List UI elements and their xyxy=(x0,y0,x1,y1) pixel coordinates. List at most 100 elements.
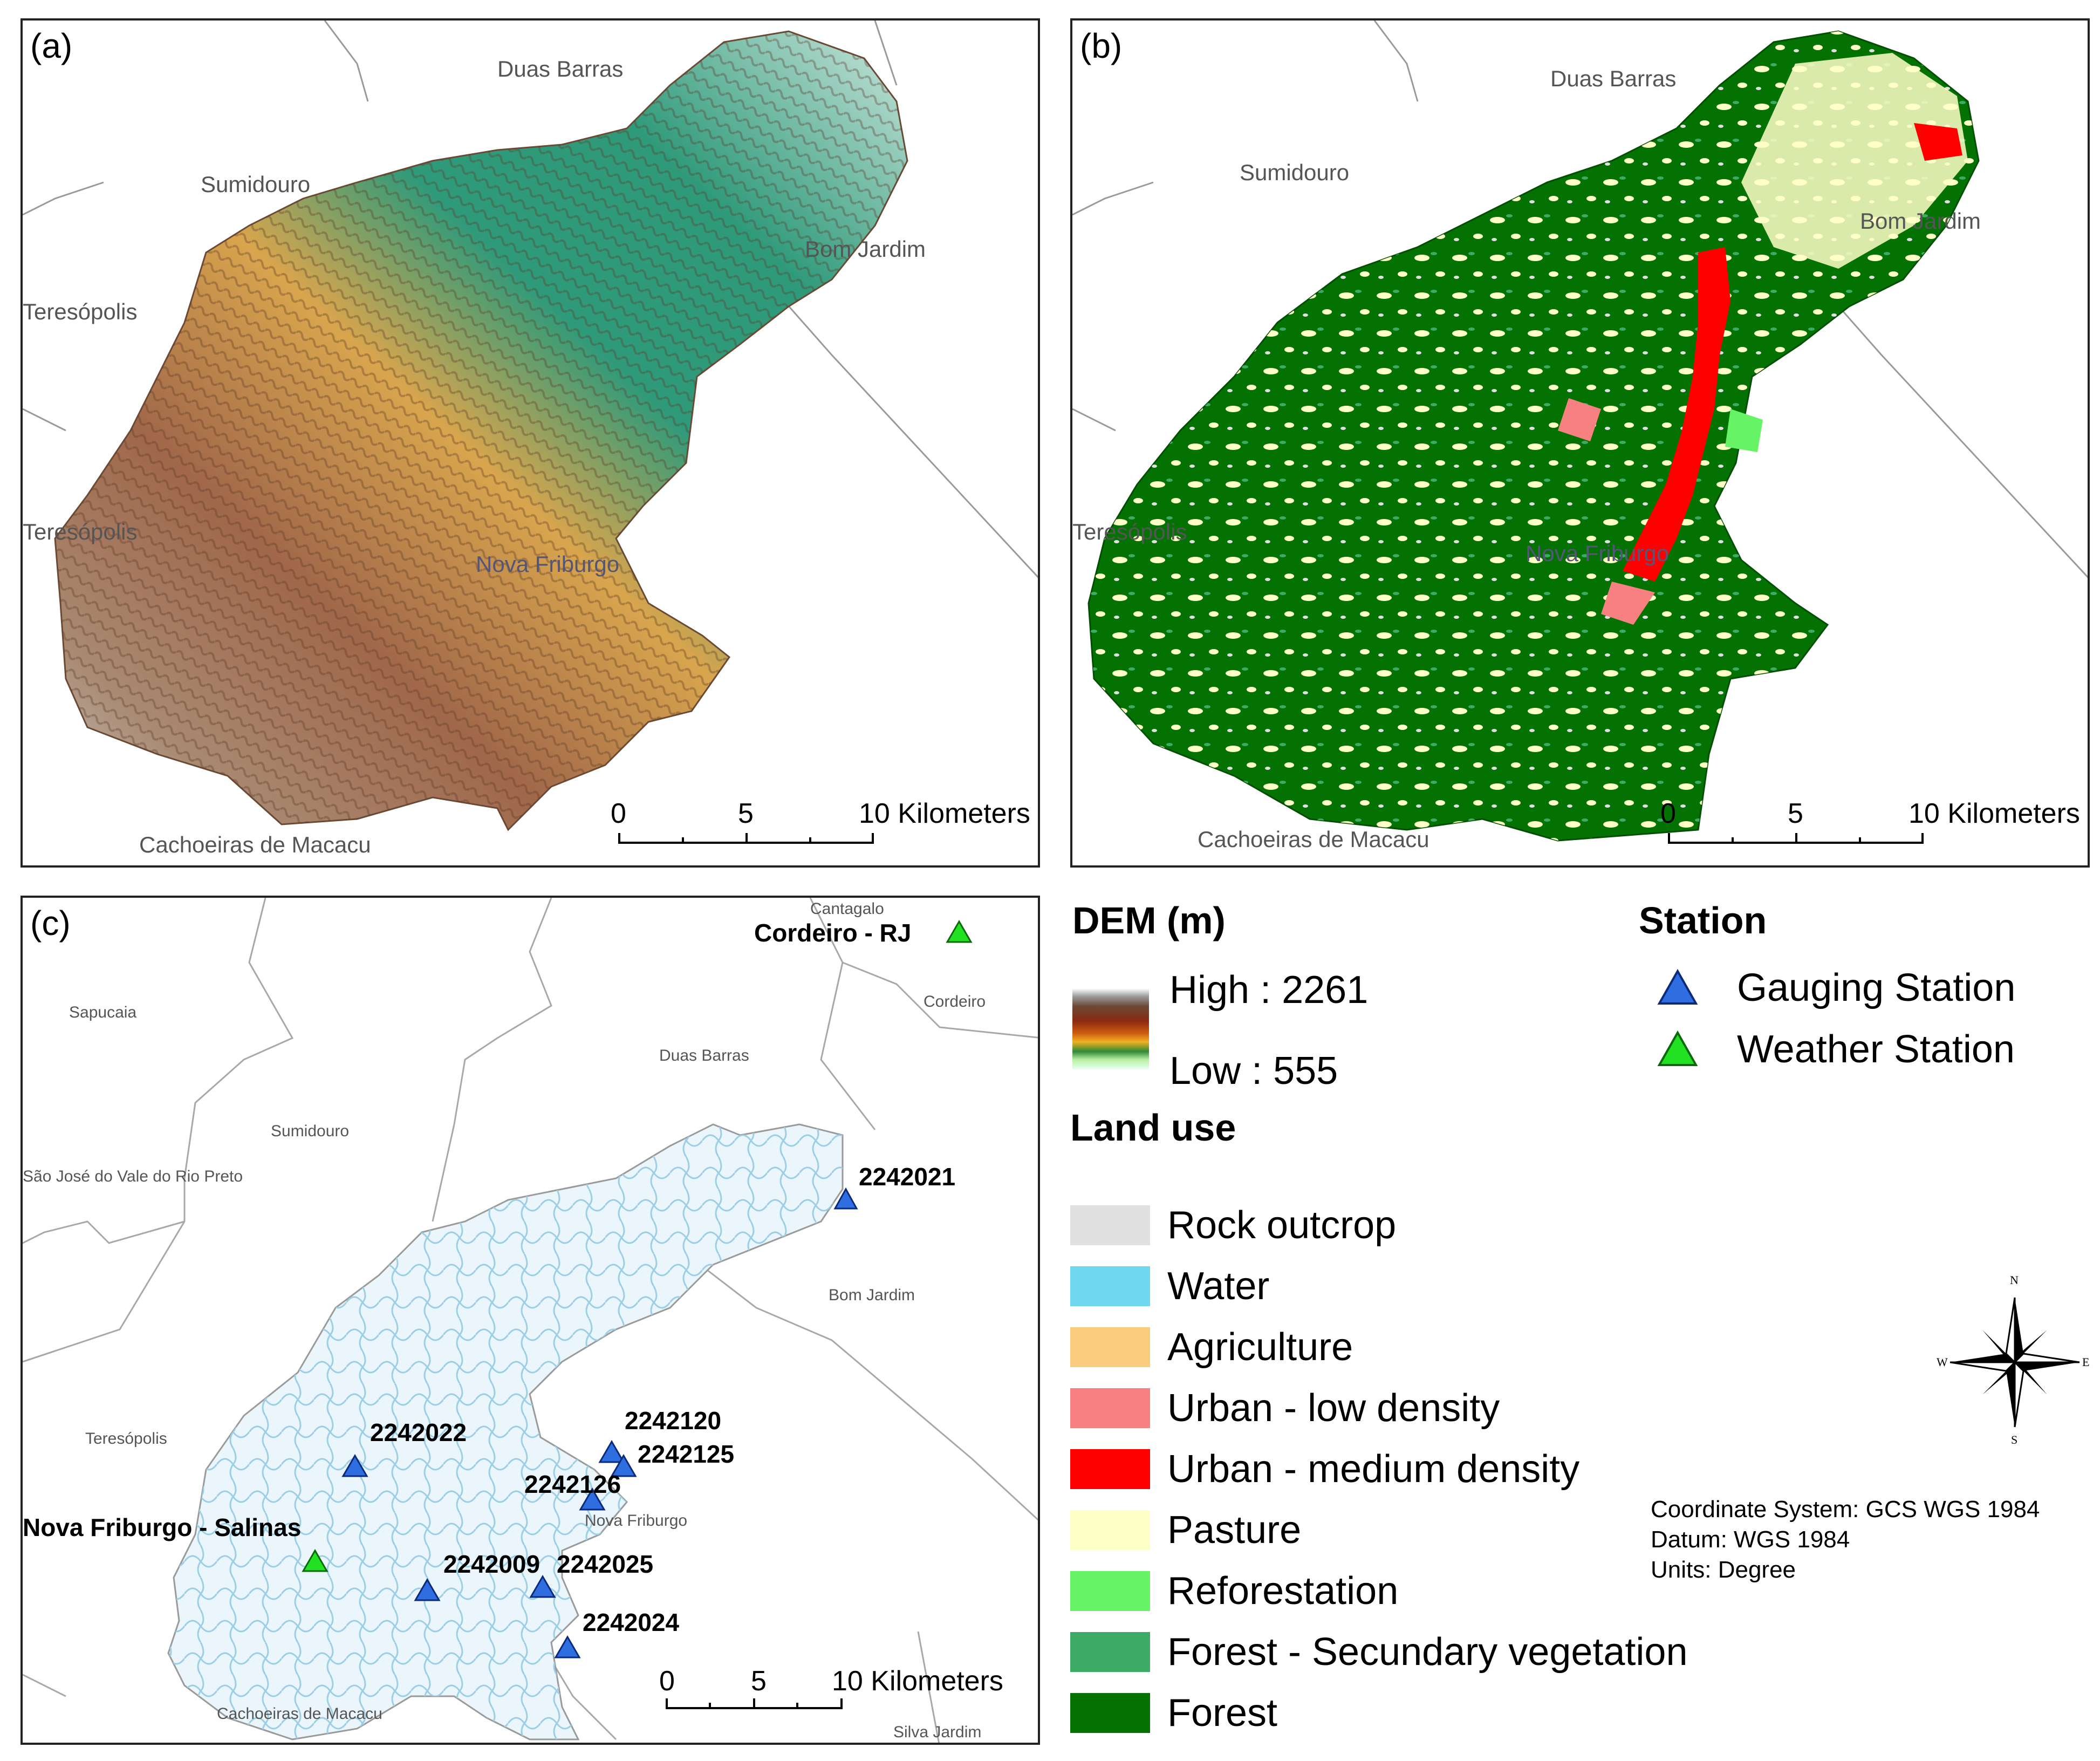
scale-tick-0: 0 xyxy=(659,1666,675,1697)
landuse-label: Urban - low density xyxy=(1167,1387,1500,1430)
landuse-legend-row: Forest xyxy=(1070,1691,1277,1735)
landuse-swatch xyxy=(1070,1632,1150,1672)
scale-tick-10: 10 Kilometers xyxy=(1909,798,2080,829)
gauging-station-2242021 xyxy=(833,1187,858,1210)
place-cordeiro: Cordeiro xyxy=(924,993,986,1011)
landuse-swatch xyxy=(1070,1205,1150,1245)
place-duas-barras: Duas Barras xyxy=(659,1047,749,1064)
compass-n: N xyxy=(2010,1273,2019,1287)
compass-s: S xyxy=(2011,1433,2018,1446)
landuse-swatch xyxy=(1070,1693,1150,1733)
landuse-label: Forest - Secundary vegetation xyxy=(1167,1630,1688,1674)
gauging-station-2242120 xyxy=(598,1440,625,1463)
landuse-label: Water xyxy=(1167,1265,1270,1308)
urban-medium-north xyxy=(1914,123,1962,161)
place-bom-jardim: Bom Jardim xyxy=(805,236,926,262)
landuse-label: Urban - medium density xyxy=(1167,1448,1580,1491)
gauging-station-2242025 xyxy=(529,1575,556,1598)
panel-b-landuse-map: (b) Duas Barras Sumidouro Bom Jardim Ter… xyxy=(1070,18,2090,868)
panel-c-stations-map: (c) Cantagalo Cordeiro Sapucaia Duas Bar… xyxy=(20,896,1040,1745)
station-label-cordeiro-rj: Cordeiro - RJ xyxy=(754,919,912,947)
gauging-station-2242009 xyxy=(414,1578,441,1601)
station-label-2242120: 2242120 xyxy=(625,1407,722,1435)
landuse-legend-row: Rock outcrop xyxy=(1070,1203,1396,1247)
place-silva-jardim: Silva Jardim xyxy=(893,1723,982,1741)
landuse-legend-row: Agriculture xyxy=(1070,1325,1353,1369)
station-label-2242021: 2242021 xyxy=(859,1163,956,1191)
landuse-swatch xyxy=(1070,1266,1150,1306)
scale-tick-5: 5 xyxy=(738,798,754,829)
legend-dem-title: DEM (m) xyxy=(1072,899,1226,941)
landuse-label: Agriculture xyxy=(1167,1326,1353,1369)
gauging-station-label: Gauging Station xyxy=(1737,966,2016,1009)
urban-medium-corridor xyxy=(1623,247,1730,582)
units-line: Units: Degree xyxy=(1651,1557,1796,1583)
scale-tick-0: 0 xyxy=(611,798,626,829)
place-nova-friburgo: Nova Friburgo xyxy=(585,1512,688,1530)
scale-bar-c: 0 5 10 Kilometers xyxy=(659,1665,1037,1724)
place-duas-barras: Duas Barras xyxy=(1550,66,1677,91)
coordinate-system-info: Coordinate System: GCS WGS 1984 Datum: W… xyxy=(1651,1494,2040,1585)
landuse-swatch xyxy=(1070,1571,1150,1611)
station-label-2242022: 2242022 xyxy=(370,1418,467,1446)
landuse-label: Reforestation xyxy=(1167,1569,1399,1613)
landuse-label: Forest xyxy=(1167,1691,1278,1735)
landuse-legend-row: Urban - low density xyxy=(1070,1386,1500,1430)
datum-line: Datum: WGS 1984 xyxy=(1651,1526,1850,1553)
gauging-station-2242022 xyxy=(341,1454,368,1477)
landuse-swatch xyxy=(1070,1327,1150,1367)
panel-c-label: (c) xyxy=(30,904,71,943)
north-arrow-compass: N S W E xyxy=(1937,1273,2093,1446)
landuse-swatch xyxy=(1070,1388,1150,1428)
legend-weather-station: Weather Station xyxy=(1656,1027,2015,1071)
gauging-station-2242126 xyxy=(579,1487,606,1511)
place-sumidouro: Sumidouro xyxy=(1240,160,1350,185)
place-sumidouro: Sumidouro xyxy=(271,1122,350,1140)
scale-bar-b: 0 5 10 Kilometers xyxy=(1660,797,2080,857)
legend-station-title: Station xyxy=(1639,899,1767,941)
place-bom-jardim: Bom Jardim xyxy=(1860,208,1981,234)
scale-tick-10: 10 Kilometers xyxy=(832,1666,1003,1697)
place-sumidouro: Sumidouro xyxy=(201,172,311,197)
place-cachoeiras: Cachoeiras de Macacu xyxy=(217,1705,382,1723)
place-cachoeiras: Cachoeiras de Macacu xyxy=(1198,827,1429,852)
station-label-2242126: 2242126 xyxy=(524,1470,621,1498)
landuse-label: Rock outcrop xyxy=(1167,1204,1397,1247)
scale-tick-10: 10 Kilometers xyxy=(859,798,1030,829)
dem-color-ramp xyxy=(1072,988,1149,1069)
landuse-swatch xyxy=(1070,1449,1150,1489)
scale-tick-0: 0 xyxy=(1660,798,1676,829)
stations-map-graphic xyxy=(23,898,1038,1743)
landuse-map-graphic xyxy=(1072,21,2088,842)
station-label-2242025: 2242025 xyxy=(557,1550,654,1578)
compass-e: E xyxy=(2082,1355,2090,1369)
scale-tick-5: 5 xyxy=(1788,798,1803,829)
place-teresopolis-2: Teresópolis xyxy=(23,519,138,544)
station-label-2242024: 2242024 xyxy=(583,1608,680,1636)
panel-a-label: (a) xyxy=(30,26,73,65)
weather-station-cordeiro xyxy=(946,920,973,943)
landuse-swatch xyxy=(1070,1510,1150,1550)
place-sapucaia: Sapucaia xyxy=(69,1004,137,1021)
weather-station-nova-friburgo-salinas xyxy=(302,1549,329,1572)
gauging-station-icon xyxy=(1657,969,1698,1005)
panel-a-dem-map: (a) Duas Barras Sumidouro Bom Jardim Ter… xyxy=(20,18,1040,868)
scale-bar-a: 0 5 10 Kilometers xyxy=(611,797,1030,857)
scale-tick-5: 5 xyxy=(751,1666,767,1697)
weather-station-icon xyxy=(1657,1030,1698,1066)
landuse-legend-row: Reforestation xyxy=(1070,1569,1398,1613)
station-label-2242009: 2242009 xyxy=(443,1550,541,1578)
place-cantagalo: Cantagalo xyxy=(810,900,884,918)
reforestation-patch xyxy=(1725,409,1763,452)
place-nova-friburgo: Nova Friburgo xyxy=(476,551,620,577)
place-bom-jardim: Bom Jardim xyxy=(829,1286,915,1304)
urban-low-patch xyxy=(1601,582,1655,625)
compass-w: W xyxy=(1937,1355,1948,1369)
legend-gauging-station: Gauging Station xyxy=(1656,966,2015,1010)
landuse-legend-row: Pasture xyxy=(1070,1508,1301,1552)
coord-system-line: Coordinate System: GCS WGS 1984 xyxy=(1651,1496,2040,1523)
place-nova-friburgo: Nova Friburgo xyxy=(1526,541,1670,566)
station-label-nova-friburgo-salinas: Nova Friburgo - Salinas xyxy=(23,1513,302,1541)
place-sao-jose: São José do Vale do Rio Preto xyxy=(23,1168,243,1185)
landuse-legend-row: Water xyxy=(1070,1264,1269,1308)
